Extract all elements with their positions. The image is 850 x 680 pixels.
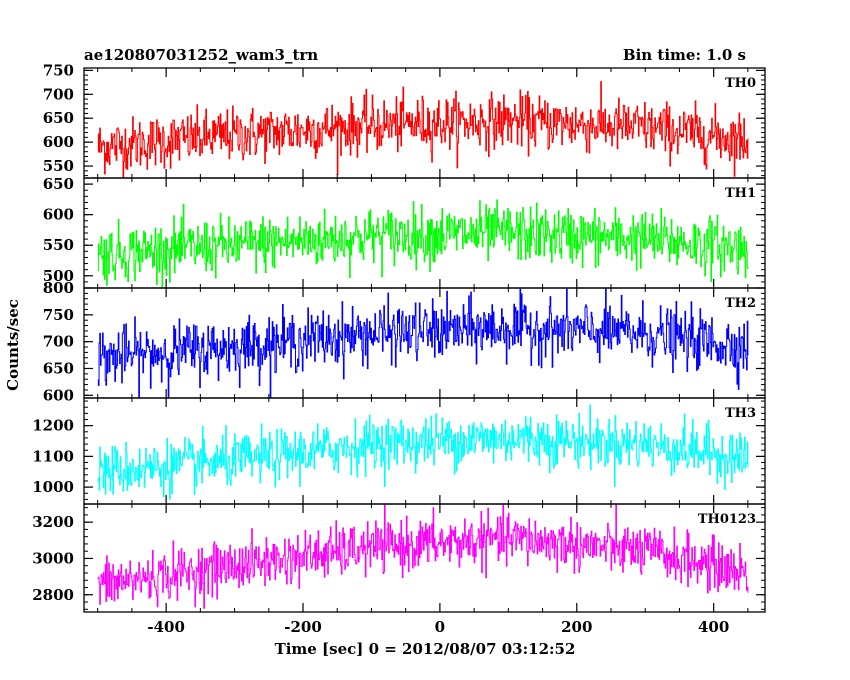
y-tick-label: 550	[43, 157, 74, 175]
panel-label-th0123: TH0123	[698, 512, 756, 527]
x-tick-label: -400	[147, 618, 185, 636]
panel-label-th1: TH1	[725, 186, 756, 201]
y-tick-label: 1000	[32, 478, 74, 496]
series-line-th2	[97, 288, 749, 398]
y-tick-label: 1100	[32, 447, 74, 465]
y-tick-label: 600	[43, 386, 74, 404]
panel-th2: 600 650 700 750 800 TH2	[43, 279, 766, 404]
panels-group: 550 600 650 700 750 TH0 500 550 600 650 TH1 600 650 7…	[32, 61, 766, 613]
y-tick-label: 750	[43, 306, 74, 324]
y-tick-label: 1200	[32, 417, 74, 435]
y-tick-label: 700	[43, 333, 74, 351]
panel-label-th2: TH2	[725, 296, 756, 311]
panel-th0123: 2800 3000 3200 TH0123	[32, 503, 766, 613]
y-tick-label: 600	[43, 133, 74, 151]
panel-label-th0: TH0	[725, 76, 756, 91]
panel-th0: 550 600 650 700 750 TH0	[43, 61, 766, 179]
series-line-th0	[97, 81, 749, 178]
y-tick-label: 600	[43, 206, 74, 224]
x-tick-label: -200	[284, 618, 322, 636]
y-tick-label: 2800	[32, 586, 74, 604]
x-tick-label: 200	[561, 618, 592, 636]
y-tick-label: 3200	[32, 513, 74, 531]
panel-th3: 1000 1100 1200 TH3	[32, 397, 766, 505]
y-axis-title: Counts/sec	[4, 299, 22, 391]
x-tick-label: 0	[435, 618, 445, 636]
y-tick-label: 3000	[32, 549, 74, 567]
y-tick-label: 650	[43, 359, 74, 377]
panel-frame	[83, 503, 766, 613]
series-line-th1	[97, 199, 749, 288]
x-axis: -400 -200 0 200 400	[147, 618, 729, 636]
series-line-th3	[97, 404, 749, 500]
bin-time-label: Bin time: 1.0 s	[623, 46, 746, 64]
panel-th1: 500 550 600 650 TH1	[43, 175, 766, 289]
y-tick-label: 750	[43, 61, 74, 79]
series-line-th0123	[97, 504, 749, 609]
x-tick-label: 400	[698, 618, 729, 636]
x-axis-title: Time [sec] 0 = 2012/08/07 03:12:52	[275, 640, 576, 658]
chart-title: ae120807031252_wam3_trn	[84, 46, 318, 64]
panel-label-th3: TH3	[725, 406, 756, 421]
y-tick-label: 800	[43, 279, 74, 297]
panel-frame	[83, 177, 766, 289]
y-tick-label: 550	[43, 236, 74, 254]
y-tick-label: 650	[43, 175, 74, 193]
y-tick-label: 650	[43, 109, 74, 127]
panel-frame	[83, 67, 766, 179]
y-tick-label: 700	[43, 85, 74, 103]
y-tick-label: 500	[43, 267, 74, 285]
